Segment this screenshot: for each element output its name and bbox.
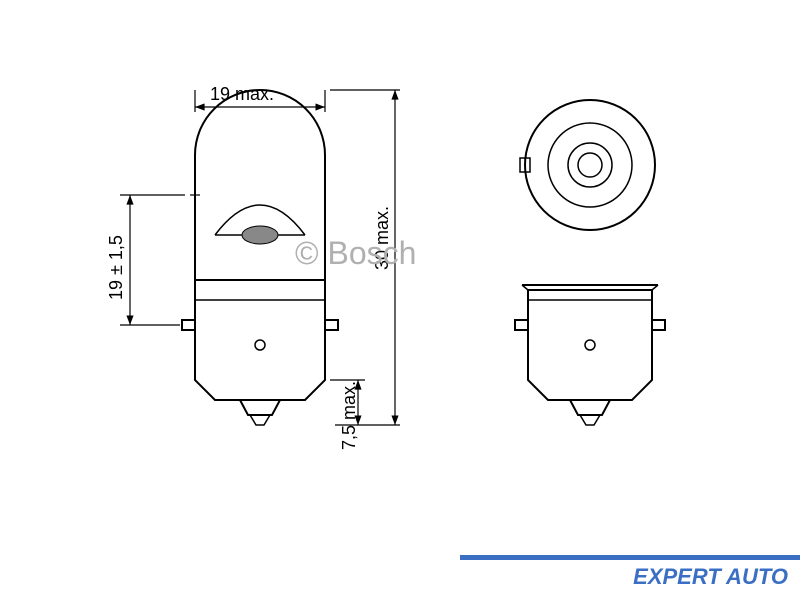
- bulb-aux-views: [515, 100, 665, 425]
- branding-text: EXPERT AUTO: [460, 564, 800, 590]
- dim-pin-height: 19 ± 1,5: [106, 235, 126, 300]
- branding-footer: EXPERT AUTO: [440, 555, 800, 590]
- technical-drawing: 19 max. 30 max. 7,5 max. 19 ± 1,5: [0, 0, 800, 600]
- branding-line: [460, 555, 800, 560]
- dim-width: 19 max.: [210, 84, 274, 104]
- dim-base-height: 7,5 max.: [339, 381, 359, 450]
- watermark: © Bosch: [295, 235, 416, 272]
